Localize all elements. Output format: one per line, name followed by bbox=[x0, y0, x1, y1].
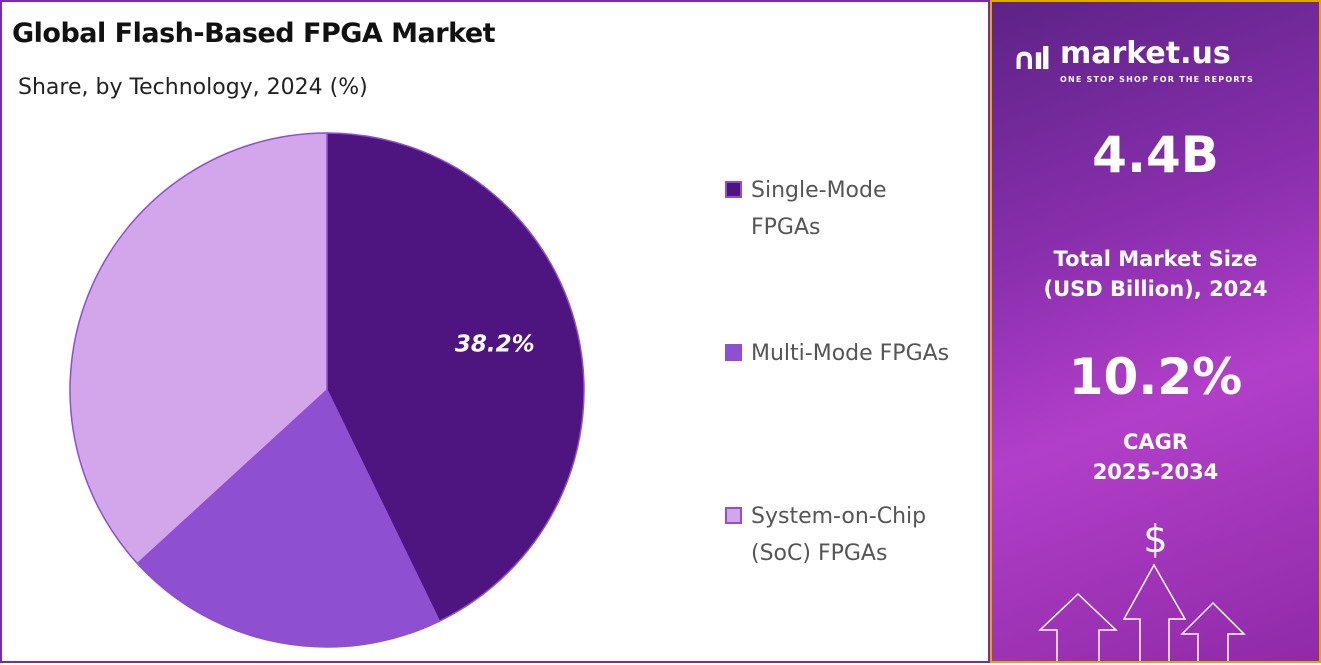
market-size-label: Total Market Size bbox=[1053, 247, 1258, 271]
legend-item-single-mode: Single-Mode FPGAs bbox=[725, 172, 887, 246]
logo-mark-icon: ∩ıl bbox=[1012, 42, 1051, 78]
chart-panel: Global Flash-Based FPGA Market Share, by… bbox=[0, 0, 990, 663]
market-size-label: (USD Billion), 2024 bbox=[1043, 277, 1268, 301]
cagr-period: 2025-2034 bbox=[1092, 460, 1219, 484]
chart-subtitle: Share, by Technology, 2024 (%) bbox=[18, 75, 368, 100]
growth-arrows-icon bbox=[1038, 563, 1246, 661]
logo-name: market.us bbox=[1059, 36, 1231, 71]
dollar-icon: $ bbox=[1143, 517, 1168, 561]
legend-label: Single-Mode bbox=[751, 178, 887, 203]
market-us-logo: ∩ıl market.us ONE STOP SHOP FOR THE REPO… bbox=[1012, 36, 1254, 85]
pie-chart: 38.2% bbox=[69, 132, 585, 648]
cagr-label: CAGR bbox=[1122, 430, 1189, 454]
legend-swatch bbox=[725, 507, 742, 524]
legend-item-soc: System-on-Chip (SoC) FPGAs bbox=[725, 498, 926, 572]
market-size-value: 4.4B bbox=[1092, 126, 1219, 184]
pie-slice-2 bbox=[136, 388, 441, 648]
pie-slice-1 bbox=[326, 132, 585, 623]
data-label: 38.2% bbox=[455, 331, 535, 357]
chart-title: Global Flash-Based FPGA Market bbox=[12, 18, 496, 49]
legend-label: Multi-Mode FPGAs bbox=[751, 341, 950, 366]
legend-label: System-on-Chip bbox=[751, 504, 927, 529]
legend-swatch bbox=[725, 181, 742, 198]
legend-label: (SoC) FPGAs bbox=[751, 541, 888, 566]
logo-tagline: ONE STOP SHOP FOR THE REPORTS bbox=[1059, 75, 1254, 84]
cagr-value: 10.2% bbox=[1068, 348, 1243, 406]
legend-swatch bbox=[725, 344, 742, 361]
legend-item-multi-mode: Multi-Mode FPGAs bbox=[725, 335, 949, 372]
pie-slice-3 bbox=[69, 132, 328, 565]
legend-label: FPGAs bbox=[751, 215, 821, 240]
summary-panel: ∩ıl market.us ONE STOP SHOP FOR THE REPO… bbox=[990, 0, 1321, 663]
